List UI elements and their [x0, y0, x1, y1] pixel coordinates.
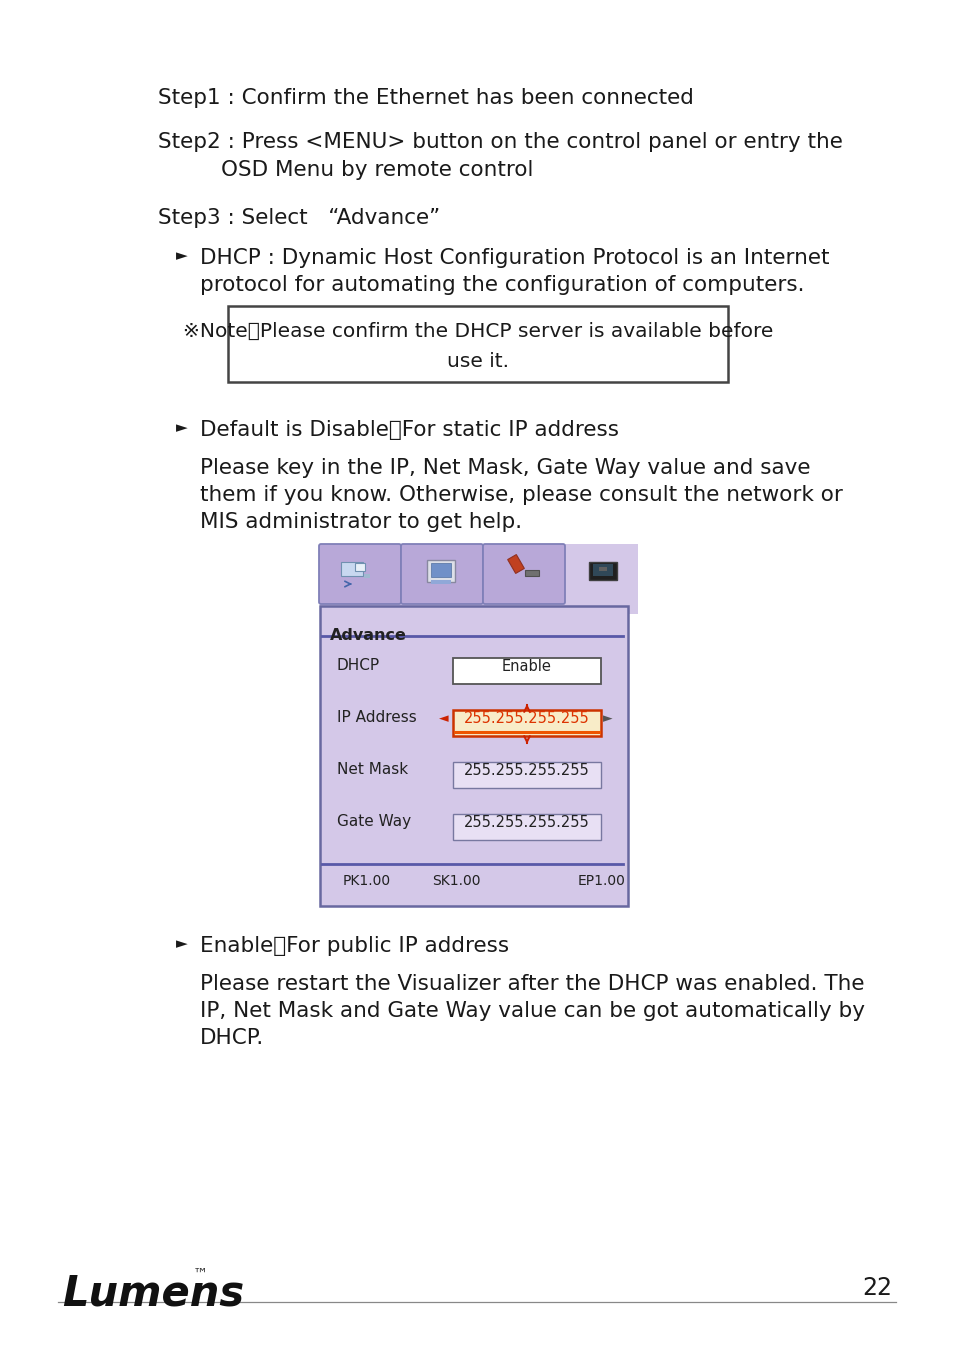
Bar	[228, 306, 727, 382]
Bar	[453, 659, 600, 684]
Text: EP1.00: EP1.00	[578, 874, 625, 888]
Text: Net Mask: Net Mask	[336, 762, 408, 776]
Text: ™: ™	[193, 1267, 208, 1282]
Bar	[593, 564, 613, 576]
Text: 255.255.255.255: 255.255.255.255	[464, 763, 589, 778]
Bar	[598, 566, 606, 570]
Text: ►: ►	[175, 248, 188, 263]
Text: Gate Way: Gate Way	[336, 814, 411, 829]
Text: 255.255.255.255: 255.255.255.255	[464, 814, 589, 831]
Bar	[340, 562, 363, 576]
Text: DHCP.: DHCP.	[200, 1028, 264, 1047]
Bar	[453, 710, 600, 736]
Text: DHCP: DHCP	[336, 659, 379, 673]
Bar	[507, 554, 524, 573]
Text: Step3 : Select   “Advance”: Step3 : Select “Advance”	[158, 209, 439, 228]
Text: ◄: ◄	[438, 711, 448, 725]
Text: ►: ►	[175, 936, 188, 951]
Bar	[453, 814, 600, 840]
FancyBboxPatch shape	[482, 543, 564, 604]
Text: IP, Net Mask and Gate Way value can be got automatically by: IP, Net Mask and Gate Way value can be g…	[200, 1001, 864, 1022]
Text: SK1.00: SK1.00	[432, 874, 479, 888]
Text: Step2 : Press <MENU> button on the control panel or entry the: Step2 : Press <MENU> button on the contr…	[158, 131, 842, 152]
Text: Advance: Advance	[330, 627, 406, 644]
Bar	[427, 560, 455, 583]
Bar	[319, 543, 638, 614]
FancyBboxPatch shape	[400, 543, 482, 604]
Text: Please key in the IP, Net Mask, Gate Way value and save: Please key in the IP, Net Mask, Gate Way…	[200, 458, 810, 478]
Text: Default is Disable：For static IP address: Default is Disable：For static IP address	[200, 420, 618, 440]
Text: OSD Menu by remote control: OSD Menu by remote control	[221, 160, 533, 180]
Text: them if you know. Otherwise, please consult the network or: them if you know. Otherwise, please cons…	[200, 485, 842, 505]
Text: 255.255.255.255: 255.255.255.255	[464, 711, 589, 726]
Text: DHCP : Dynamic Host Configuration Protocol is an Internet: DHCP : Dynamic Host Configuration Protoc…	[200, 248, 828, 268]
Text: Step1 : Confirm the Ethernet has been connected: Step1 : Confirm the Ethernet has been co…	[158, 88, 693, 108]
Bar	[453, 762, 600, 789]
Text: protocol for automating the configuration of computers.: protocol for automating the configuratio…	[200, 275, 803, 295]
Bar	[588, 562, 617, 580]
Text: IP Address: IP Address	[336, 710, 416, 725]
Bar	[355, 562, 365, 570]
Text: 22: 22	[862, 1276, 891, 1299]
FancyBboxPatch shape	[318, 543, 400, 604]
Text: MIS administrator to get help.: MIS administrator to get help.	[200, 512, 521, 533]
Bar	[431, 562, 451, 577]
Text: Lumens: Lumens	[62, 1272, 244, 1314]
Bar	[431, 580, 451, 584]
Text: ►: ►	[602, 711, 612, 725]
Text: use it.: use it.	[447, 352, 509, 371]
Bar	[364, 575, 370, 579]
Text: Please restart the Visualizer after the DHCP was enabled. The: Please restart the Visualizer after the …	[200, 974, 863, 995]
Text: Enable: Enable	[501, 659, 552, 673]
Text: ►: ►	[175, 420, 188, 435]
Text: ※Note：Please confirm the DHCP server is available before: ※Note：Please confirm the DHCP server is …	[183, 322, 772, 341]
Text: PK1.00: PK1.00	[343, 874, 391, 888]
Bar	[319, 606, 627, 906]
Bar	[524, 570, 538, 576]
Text: Enable：For public IP address: Enable：For public IP address	[200, 936, 509, 957]
